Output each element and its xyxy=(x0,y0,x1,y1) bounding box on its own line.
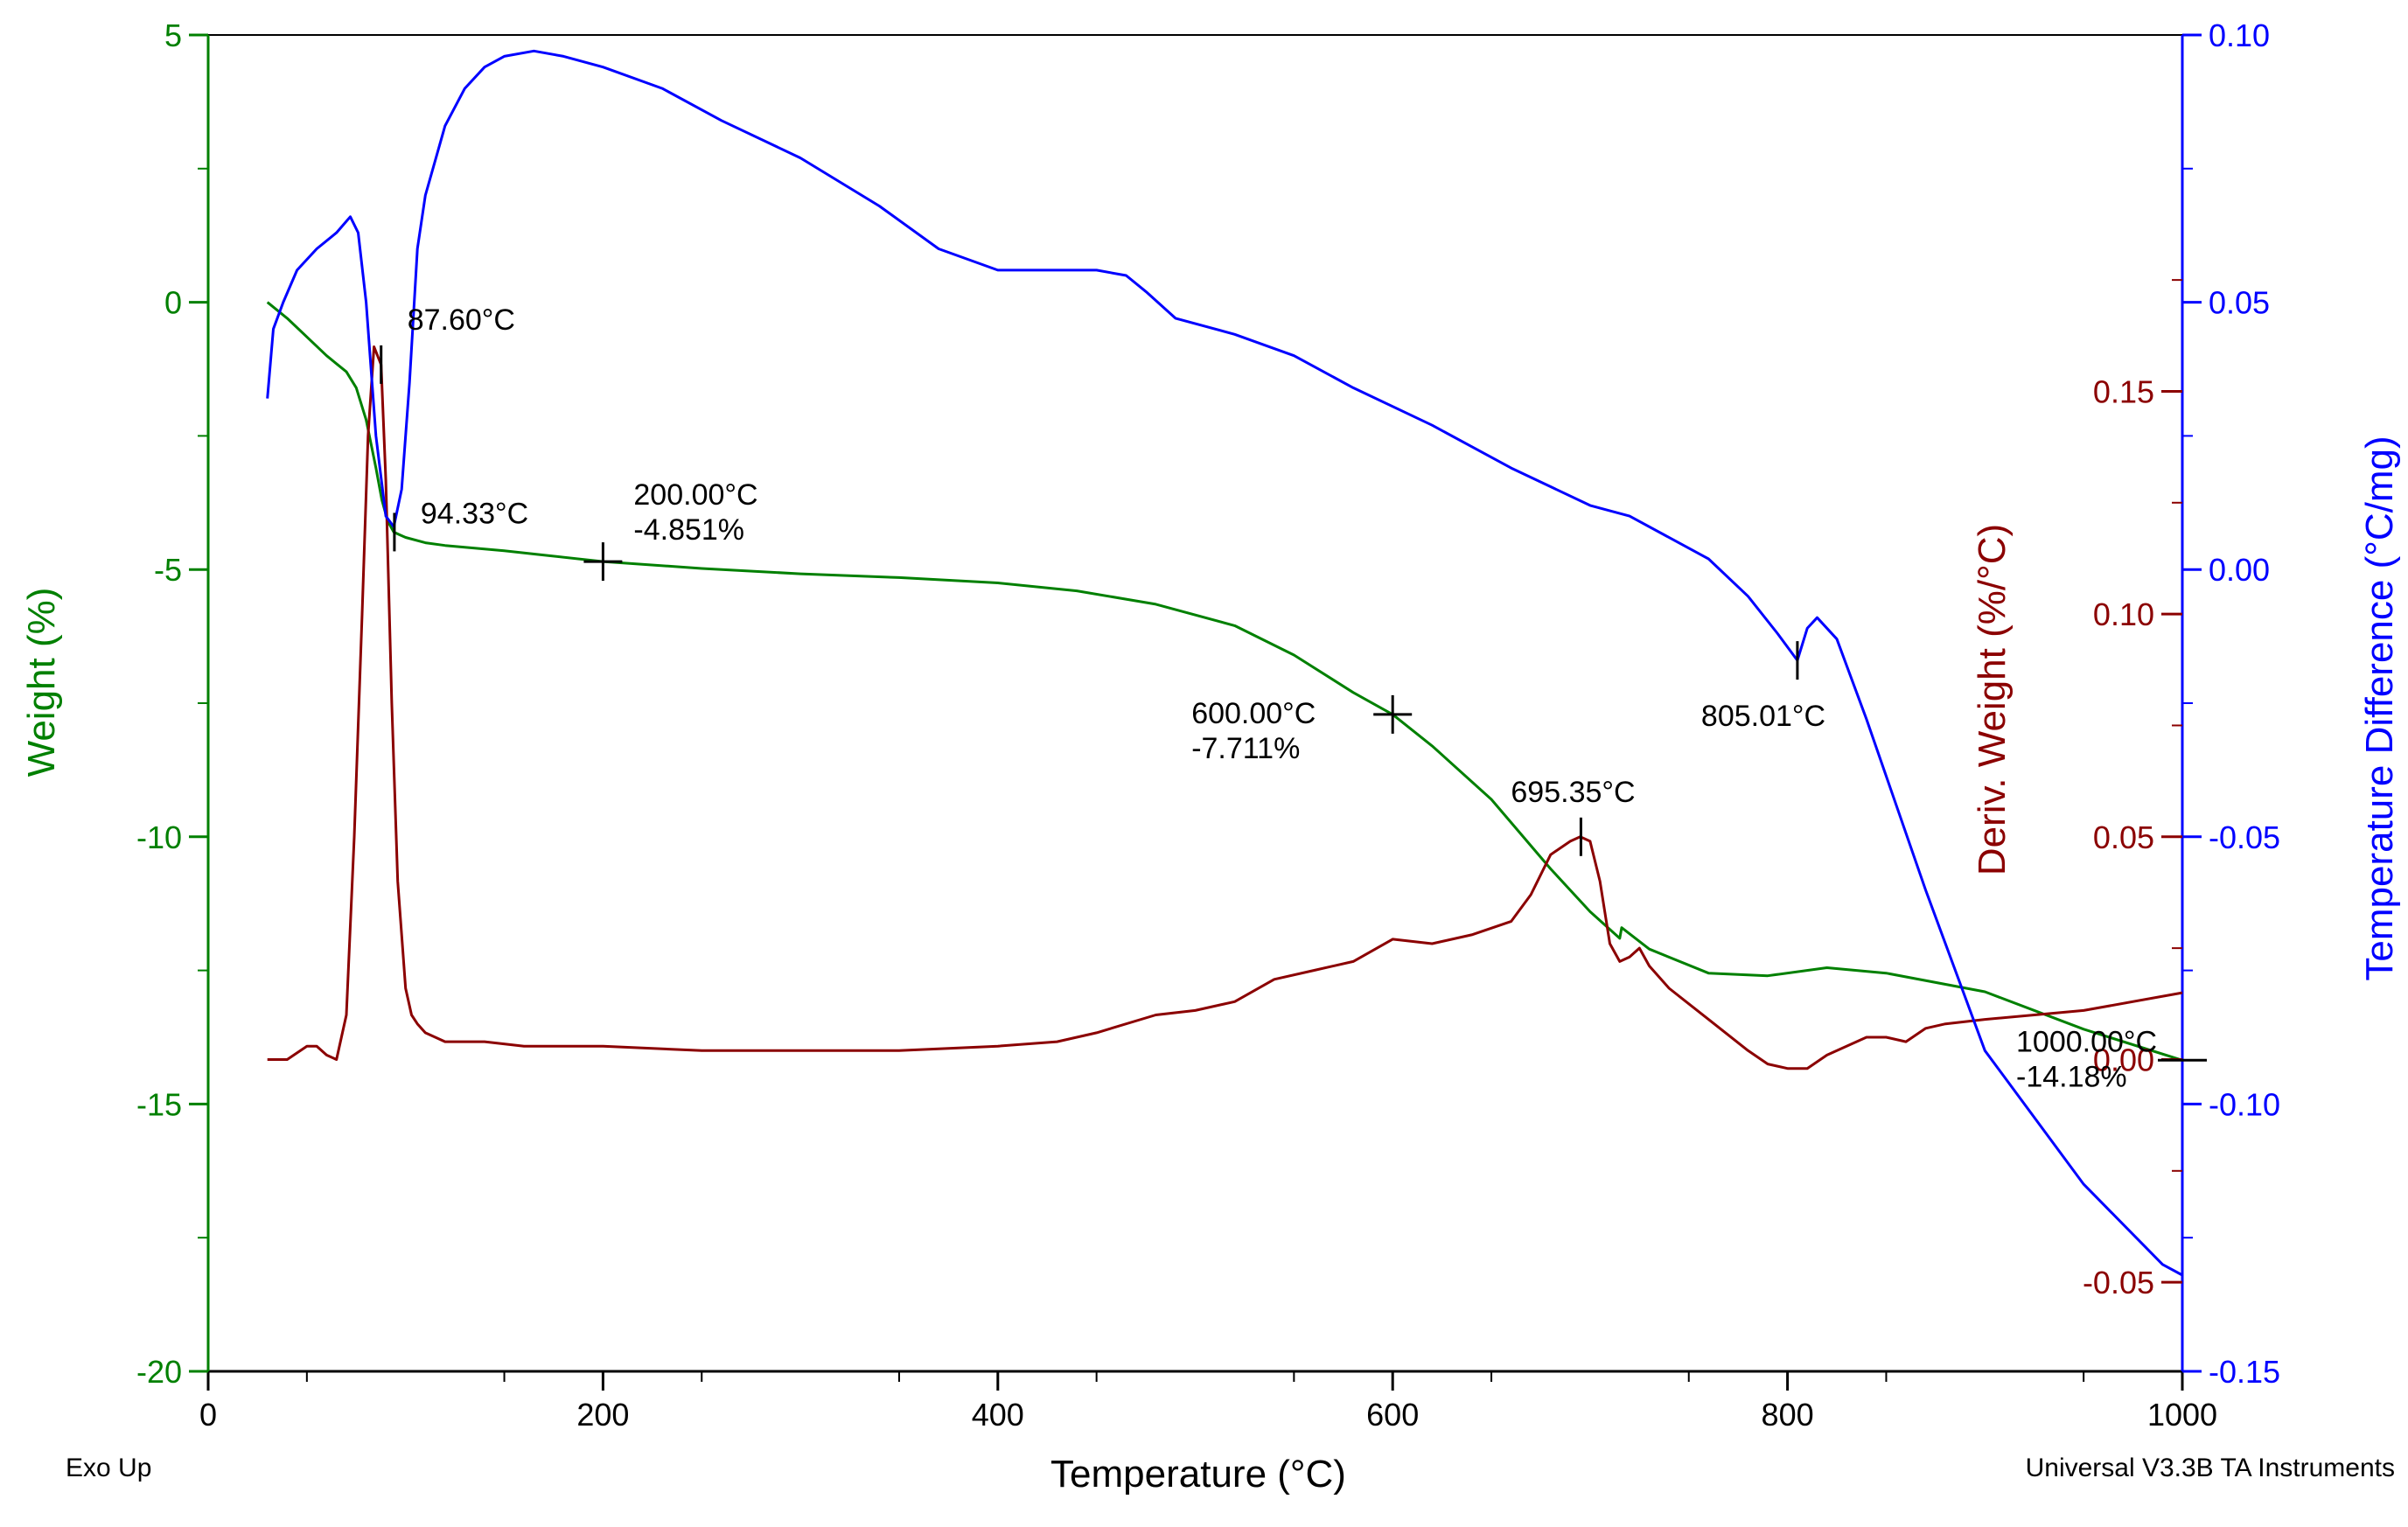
tempdiff-tick-label: -0.10 xyxy=(2209,1086,2280,1122)
deriv-tick-label: 0.05 xyxy=(2093,819,2154,855)
deriv-tick-label: -0.05 xyxy=(2083,1265,2154,1300)
x-axis-ticks: 0 200 400 600 800 1000 xyxy=(199,1371,2217,1433)
annotation-label: 1000.00°C xyxy=(2016,1025,2157,1058)
x-axis-title: Temperature (°C) xyxy=(1050,1453,1346,1496)
deriv-tick-label: 0.15 xyxy=(2093,373,2154,409)
tempdiff-tick-label: -0.05 xyxy=(2209,819,2280,855)
x-tick-label: 400 xyxy=(972,1397,1024,1433)
deriv-tick-label: 0.10 xyxy=(2093,596,2154,632)
deriv-tick-label: 0.00 xyxy=(2093,1042,2154,1077)
annotation-value: -4.851% xyxy=(633,513,744,547)
tempdiff-axis-title: Temperature Difference (°C/mg) xyxy=(2358,436,2401,980)
footer-software: Universal V3.3B TA Instruments xyxy=(2026,1454,2395,1482)
weight-tick-label: -15 xyxy=(136,1086,182,1122)
weight-axis-title: Weight (%) xyxy=(20,588,63,777)
annotation-label: 87.60°C xyxy=(408,303,515,337)
annotation-label: 805.01°C xyxy=(1701,700,1825,733)
tempdiff-series-line xyxy=(266,49,2183,1277)
weight-series-line xyxy=(266,301,2183,1062)
x-tick-label: 1000 xyxy=(2147,1397,2217,1433)
weight-tick-label: -5 xyxy=(154,552,182,588)
x-tick-label: 600 xyxy=(1366,1397,1419,1433)
x-tick-label: 800 xyxy=(1762,1397,1814,1433)
annotation-value: -7.711% xyxy=(1191,732,1300,765)
x-tick-label: 200 xyxy=(576,1397,629,1433)
deriv-axis-title: Deriv. Weight (%/°C) xyxy=(1971,524,2014,875)
annotation-label: 200.00°C xyxy=(633,478,757,512)
annotation-label: 695.35°C xyxy=(1511,776,1635,809)
weight-axis-ticks: 5 0 -5 -10 -15 -20 xyxy=(136,17,208,1390)
annotation-label: 94.33°C xyxy=(421,497,528,530)
weight-tick-label: 5 xyxy=(164,17,182,53)
x-tick-label: 0 xyxy=(199,1397,217,1433)
weight-tick-label: 0 xyxy=(164,285,182,321)
tempdiff-axis-ticks: 0.10 0.05 0.00 -0.05 -0.10 -0.15 xyxy=(2182,17,2280,1390)
weight-tick-label: -20 xyxy=(136,1354,182,1390)
annotations: 87.60°C 94.33°C 200.00°C-4.851% 600.00°C-7.… xyxy=(380,303,2207,1093)
tempdiff-tick-label: -0.15 xyxy=(2209,1354,2280,1390)
tempdiff-tick-label: 0.05 xyxy=(2209,285,2270,321)
deriv-axis-ticks: 0.15 0.10 0.05 0.00 -0.05 xyxy=(2083,279,2182,1300)
footer-exo-up: Exo Up xyxy=(66,1454,151,1482)
annotation-value: -14.18% xyxy=(2016,1060,2127,1093)
weight-tick-label: -10 xyxy=(136,819,182,855)
tempdiff-tick-label: 0.10 xyxy=(2209,17,2270,53)
tempdiff-tick-label: 0.00 xyxy=(2209,552,2270,588)
annotation-label: 600.00°C xyxy=(1191,697,1316,730)
